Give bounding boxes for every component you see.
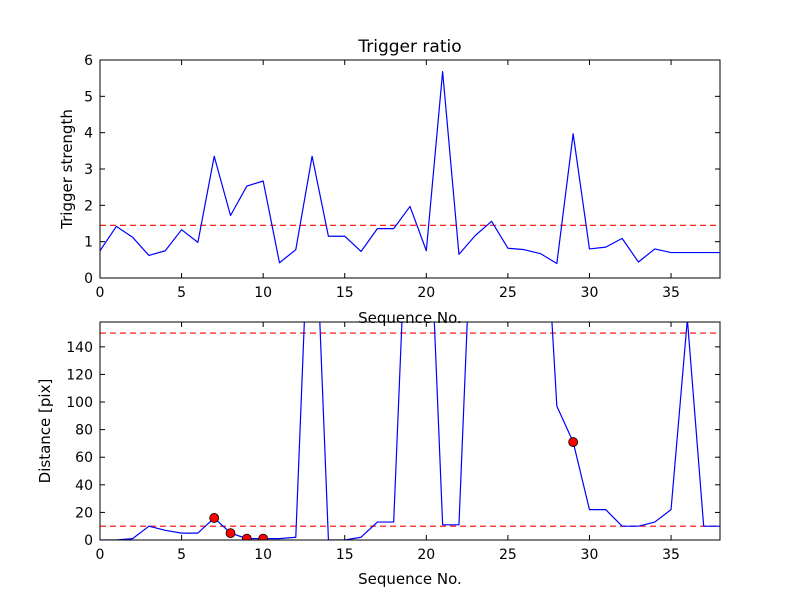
x-tick-label: 10 bbox=[254, 285, 272, 301]
y-tick-label: 1 bbox=[84, 235, 93, 251]
bottom-y-axis-label: Distance [pix] bbox=[36, 379, 54, 484]
data-marker bbox=[241, 533, 252, 540]
top-series bbox=[100, 71, 720, 265]
y-tick-label: 100 bbox=[66, 395, 93, 411]
bottom-threshold-lines bbox=[100, 332, 720, 527]
x-tick-label: 15 bbox=[336, 285, 354, 301]
y-tick-label: 4 bbox=[84, 126, 93, 142]
bottom-series bbox=[100, 322, 720, 540]
y-tick-label: 20 bbox=[75, 505, 93, 521]
y-tick-label: 2 bbox=[84, 198, 93, 214]
x-tick-label: 25 bbox=[499, 285, 517, 301]
data-marker bbox=[258, 533, 269, 540]
y-tick-label: 80 bbox=[75, 423, 93, 439]
x-tick-label: 20 bbox=[417, 547, 435, 563]
x-tick-label: 15 bbox=[336, 547, 354, 563]
data-marker bbox=[225, 528, 236, 539]
top-axes-frame bbox=[99, 59, 721, 279]
y-tick-label: 120 bbox=[66, 367, 93, 383]
series-line bbox=[100, 322, 720, 540]
x-tick-label: 5 bbox=[177, 547, 186, 563]
trigger-ratio-axes: Trigger ratio 0 5 10 15 20 25 30 35 0 1 2 3 4 5 6 Sequ… bbox=[58, 37, 721, 327]
chart-title: Trigger ratio bbox=[357, 37, 461, 57]
x-tick-label: 30 bbox=[581, 285, 599, 301]
data-marker bbox=[568, 437, 579, 447]
y-tick-label: 140 bbox=[66, 340, 93, 356]
x-tick-label: 5 bbox=[177, 285, 186, 301]
x-tick-label: 35 bbox=[662, 547, 680, 563]
distance-axes: 0 5 10 15 20 25 30 35 0 20 40 60 80 100 120 140 Sequenc… bbox=[36, 321, 721, 588]
series-line bbox=[100, 71, 720, 265]
y-tick-label: 0 bbox=[84, 271, 93, 287]
y-tick-label: 0 bbox=[84, 533, 93, 549]
x-tick-label: 10 bbox=[254, 547, 272, 563]
top-ticks: 0 5 10 15 20 25 30 35 0 1 2 3 4 5 6 bbox=[84, 53, 720, 301]
bottom-ticks: 0 5 10 15 20 25 30 35 0 20 40 60 80 100 120 140 bbox=[66, 322, 720, 563]
x-tick-label: 30 bbox=[581, 547, 599, 563]
top-x-axis-label: Sequence No. bbox=[358, 309, 462, 327]
y-tick-label: 3 bbox=[84, 162, 93, 178]
y-tick-label: 40 bbox=[75, 478, 93, 494]
bottom-x-axis-label: Sequence No. bbox=[358, 570, 462, 588]
data-marker bbox=[209, 513, 220, 523]
y-tick-label: 5 bbox=[84, 89, 93, 105]
x-tick-label: 35 bbox=[662, 285, 680, 301]
x-tick-label: 0 bbox=[96, 285, 105, 301]
y-tick-label: 6 bbox=[84, 53, 93, 69]
y-tick-label: 60 bbox=[75, 450, 93, 466]
top-y-axis-label: Trigger strength bbox=[58, 109, 76, 230]
x-tick-label: 0 bbox=[96, 547, 105, 563]
bottom-axes-frame bbox=[99, 321, 721, 541]
x-tick-label: 25 bbox=[499, 547, 517, 563]
x-tick-label: 20 bbox=[417, 285, 435, 301]
